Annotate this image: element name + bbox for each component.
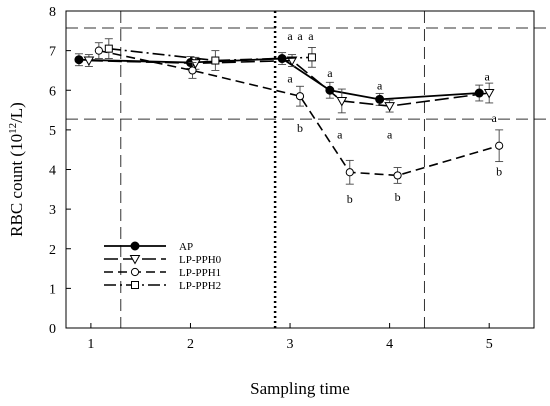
data-point	[474, 88, 484, 98]
data-point	[495, 141, 504, 150]
data-point	[295, 92, 305, 101]
series-layer	[74, 38, 504, 185]
y-tick-label: 2	[49, 243, 56, 258]
x-tick-label: 2	[187, 337, 194, 352]
significance-letter: a	[377, 78, 383, 92]
y-tick-label: 4	[49, 164, 56, 179]
significance-letter: a	[485, 69, 491, 83]
y-tick-label: 8	[49, 5, 56, 20]
series-lp-pph0	[83, 54, 495, 114]
significance-letter: a	[387, 128, 393, 142]
data-point	[104, 44, 113, 53]
data-point	[336, 96, 348, 107]
significance-letter: a	[297, 29, 303, 43]
significance-letter: a	[492, 111, 498, 125]
legend-marker	[129, 255, 141, 265]
data-point	[74, 55, 84, 65]
series-lp-pph2	[104, 38, 316, 71]
series-lp-pph1	[94, 42, 504, 185]
x-tick-label: 4	[386, 337, 393, 352]
reference-lines	[66, 11, 550, 328]
series-line	[88, 59, 490, 107]
legend-label: LP-PPH0	[179, 254, 222, 266]
y-tick-label: 7	[49, 45, 56, 60]
x-axis-label: Sampling time	[250, 379, 350, 398]
data-point	[190, 59, 201, 69]
data-point	[345, 168, 354, 177]
significance-letter: a	[337, 128, 343, 142]
y-tick-label: 1	[49, 282, 56, 297]
x-tick-label: 1	[87, 337, 94, 352]
significance-letter: b	[395, 190, 401, 204]
legend-marker	[130, 267, 140, 277]
data-point	[188, 66, 197, 75]
plot-frame	[65, 10, 535, 329]
x-tick-label: 5	[486, 337, 493, 352]
legend-label: LP-PPH1	[179, 267, 221, 279]
data-point	[211, 56, 220, 65]
significance-letter: b	[297, 121, 303, 135]
data-point	[393, 171, 402, 180]
significance-letter: a	[327, 66, 333, 80]
data-point	[83, 56, 95, 67]
y-axis-label: RBC count (1012/L)	[7, 102, 26, 237]
x-tick-label: 3	[287, 337, 294, 352]
legend-marker	[130, 241, 140, 251]
significance-letter: b	[347, 192, 353, 206]
legend-label: AP	[179, 241, 193, 253]
y-tick-label: 6	[49, 84, 56, 99]
y-tick-label: 0	[49, 322, 56, 337]
legend-marker	[131, 281, 139, 289]
data-point	[307, 53, 316, 62]
y-tick-label: 5	[49, 124, 56, 139]
series-line	[108, 47, 312, 62]
data-point	[94, 46, 103, 55]
y-axis-label-main: RBC count (10	[7, 134, 26, 237]
data-point	[384, 102, 395, 112]
data-point	[483, 89, 495, 99]
y-tick-label: 3	[49, 203, 56, 218]
significance-letter: b	[496, 164, 502, 178]
y-axis-label-tail: /L)	[7, 102, 26, 123]
legend-label: LP-PPH2	[179, 280, 221, 292]
significance-letter: a	[308, 29, 314, 43]
axes-layer: 0 1 2 3 4 5 6 7 8 1 2 3 4 5	[49, 5, 493, 352]
y-axis-label-sup: 12	[7, 123, 19, 134]
data-point	[286, 56, 298, 67]
significance-letter: a	[287, 29, 293, 43]
significance-letter: a	[287, 71, 293, 85]
data-point	[375, 94, 385, 104]
